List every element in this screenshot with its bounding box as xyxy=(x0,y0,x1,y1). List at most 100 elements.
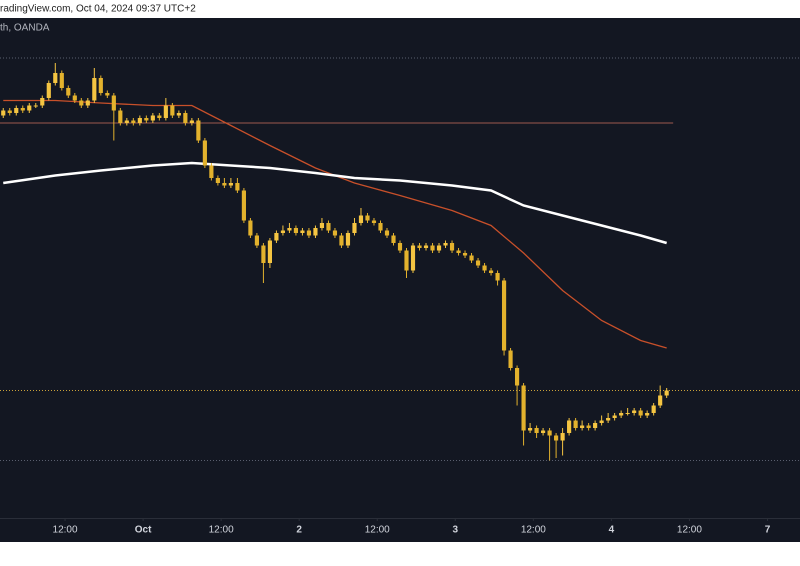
candle-body xyxy=(300,230,305,233)
candle-body xyxy=(345,233,351,246)
candle-body xyxy=(222,183,227,186)
candle-body xyxy=(658,395,663,406)
candle-body xyxy=(202,140,207,166)
candle-body xyxy=(586,425,591,428)
candle-body xyxy=(215,178,220,183)
candle-body xyxy=(417,245,422,248)
candle-body xyxy=(651,405,656,413)
candle-body xyxy=(241,190,246,221)
candle-body xyxy=(326,223,331,231)
candle-body xyxy=(580,425,585,428)
candle-body xyxy=(560,433,565,441)
candle-body xyxy=(33,105,38,107)
candle-body xyxy=(638,410,643,416)
candle-body xyxy=(92,78,97,101)
candle-body xyxy=(495,273,500,281)
candle-body xyxy=(228,183,233,186)
candle-body xyxy=(469,255,474,261)
x-tick-label: 12:00 xyxy=(209,525,234,536)
candle-body xyxy=(573,420,578,428)
plot: 12:00 Oct 12:00 2 12:00 3 12:00 4 12:00 7 xyxy=(0,57,800,536)
candle-body xyxy=(332,230,338,236)
candle-body xyxy=(625,413,630,414)
candle-body xyxy=(274,233,279,241)
caption: radingView.com, Oct 04, 2024 09:37 UTC+2 xyxy=(0,4,196,15)
candle-body xyxy=(462,253,468,256)
candle-body xyxy=(313,228,318,236)
x-tick-label: 4 xyxy=(609,525,615,536)
candle-body xyxy=(189,120,194,123)
candle-body xyxy=(163,105,168,118)
candle-body xyxy=(183,113,188,123)
candle-body xyxy=(482,265,487,271)
candle-body xyxy=(27,105,32,111)
candle-body xyxy=(319,223,325,228)
candle-body xyxy=(612,415,617,418)
candle-body xyxy=(534,428,539,433)
candle-body xyxy=(267,240,272,263)
candle-body xyxy=(124,120,129,123)
candle-body xyxy=(176,113,181,116)
moving-average-line xyxy=(3,99,667,349)
candle-body xyxy=(567,420,572,433)
candle-body xyxy=(254,235,259,246)
candle-body xyxy=(306,230,312,236)
candle-body xyxy=(475,260,481,266)
bottom-strip xyxy=(0,542,800,566)
candle-body xyxy=(430,245,435,251)
candle-body xyxy=(606,418,611,421)
candle-body xyxy=(209,165,214,178)
candle-body xyxy=(144,118,149,121)
candle-body xyxy=(235,183,240,191)
candle-body xyxy=(150,115,155,121)
candle-body xyxy=(541,430,546,433)
candle-body xyxy=(157,115,162,118)
candle-body xyxy=(66,88,71,96)
candle-body xyxy=(358,215,364,223)
candle-body xyxy=(501,280,507,351)
candle-body xyxy=(137,118,142,123)
top-strip xyxy=(0,0,800,18)
candle-body xyxy=(521,385,526,431)
candle-body xyxy=(599,420,604,423)
candle-body xyxy=(79,100,84,106)
x-tick-label: Oct xyxy=(135,525,152,536)
x-tick-label: 3 xyxy=(453,525,459,536)
candle-body xyxy=(248,220,253,236)
candle-body xyxy=(20,108,25,111)
candle-body xyxy=(456,250,461,253)
candle-body xyxy=(40,98,45,106)
subtitle: th, OANDA xyxy=(0,23,50,34)
candle-body xyxy=(53,73,58,83)
candle-body xyxy=(118,110,123,123)
candle-body xyxy=(397,243,403,251)
candle-body xyxy=(339,235,344,246)
candle-body xyxy=(105,93,110,96)
candle-body xyxy=(436,245,442,251)
candle-body xyxy=(547,430,552,436)
candle-body xyxy=(593,423,598,428)
candle-body xyxy=(384,230,390,236)
candle-body xyxy=(72,95,77,101)
candle-body xyxy=(352,223,357,233)
candle-body xyxy=(280,230,286,233)
candle-body xyxy=(371,220,377,223)
x-tick-label: 12:00 xyxy=(521,525,546,536)
candle-body xyxy=(528,428,533,431)
candle-body xyxy=(85,100,90,106)
candle-body xyxy=(7,110,12,113)
x-tick-label: 12:00 xyxy=(53,525,78,536)
candle-body xyxy=(14,108,19,113)
candle-body xyxy=(404,250,409,271)
candle-body xyxy=(488,270,494,273)
chart-background xyxy=(0,18,800,542)
candle-body xyxy=(261,245,266,263)
candle-body xyxy=(378,223,383,231)
candle-body xyxy=(449,243,455,251)
candle-body xyxy=(196,120,201,141)
candle-body xyxy=(46,83,51,98)
x-tick-label: 12:00 xyxy=(677,525,702,536)
candle-body xyxy=(645,413,650,416)
